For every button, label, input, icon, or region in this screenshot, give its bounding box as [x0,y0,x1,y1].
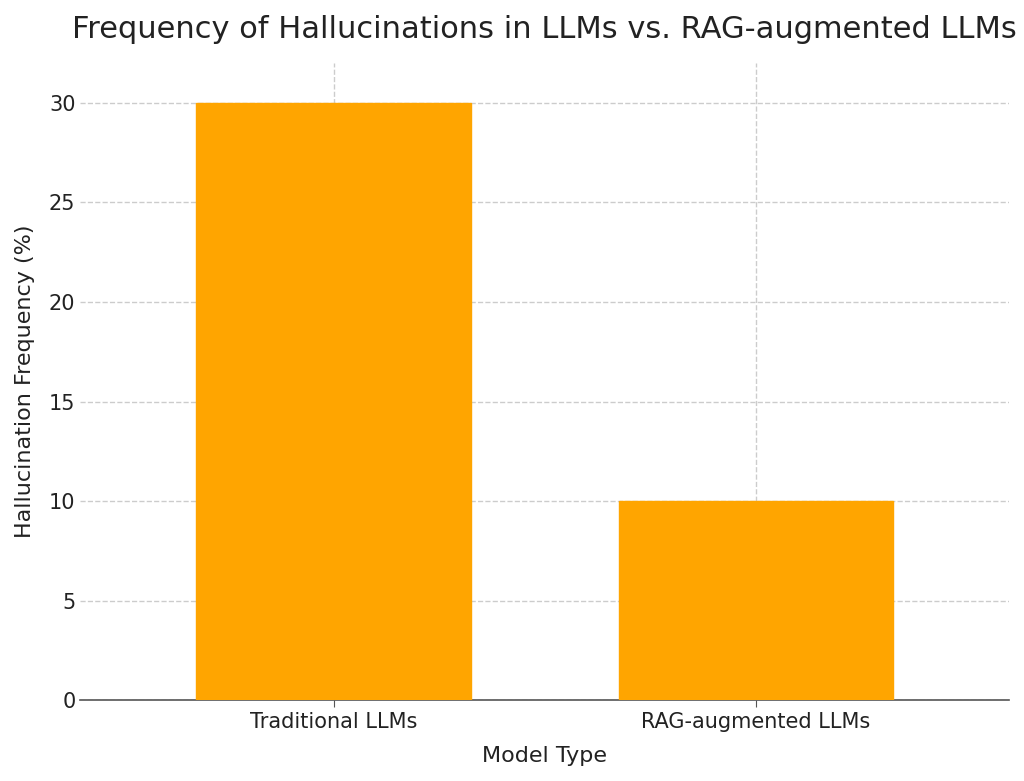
Bar [618,501,893,701]
Y-axis label: Hallucination Frequency (%): Hallucination Frequency (%) [15,225,35,538]
Title: Frequency of Hallucinations in LLMs vs. RAG-augmented LLMs: Frequency of Hallucinations in LLMs vs. … [73,15,1017,44]
Bar [197,103,471,701]
X-axis label: Model Type: Model Type [482,746,607,766]
